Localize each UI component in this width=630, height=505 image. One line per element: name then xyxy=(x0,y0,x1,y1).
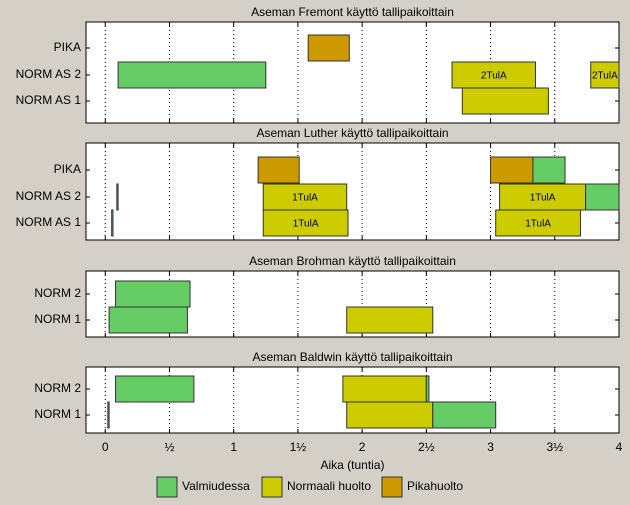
gantt-bar-label: 2TulA xyxy=(592,71,618,82)
row-label: NORM 1 xyxy=(34,407,81,421)
legend-item: Valmiudessa xyxy=(156,476,250,498)
row-label: NORM 1 xyxy=(34,312,81,326)
gantt-bar xyxy=(117,61,267,89)
gantt-bar xyxy=(257,156,300,184)
gantt-bar xyxy=(499,183,587,211)
row-label: PIKA xyxy=(54,162,81,176)
legend-swatch xyxy=(261,476,283,498)
gantt-bar xyxy=(342,375,427,403)
x-tick-label: 1 xyxy=(230,440,237,454)
gantt-bar xyxy=(115,375,195,403)
gantt-bar xyxy=(116,183,119,211)
gantt-bar-label: 1TulA xyxy=(293,219,319,230)
row-label: NORM 2 xyxy=(34,381,81,395)
legend-label: Normaali huolto xyxy=(287,479,371,493)
panel-2: Aseman Luther käyttö tallipaikoittain PIK… xyxy=(16,126,620,241)
gantt-bar xyxy=(346,401,434,429)
legend-swatch xyxy=(156,476,178,498)
gantt-bar xyxy=(585,183,620,211)
panel-title: Aseman Luther käyttö tallipaikoittain xyxy=(256,126,448,140)
gantt-bar-label: 1TulA xyxy=(530,193,556,204)
row-label: NORM AS 1 xyxy=(16,93,82,107)
panel-title: Aseman Baldwin käyttö tallipaikoittain xyxy=(252,350,452,364)
gantt-bar xyxy=(590,61,620,89)
x-tick-label: 3½ xyxy=(546,440,563,454)
gantt-bar xyxy=(425,375,430,403)
legend-item: Normaali huolto xyxy=(261,476,371,498)
legend-swatch xyxy=(381,476,403,498)
x-tick-label: ½ xyxy=(164,440,174,454)
x-tick-label: 2½ xyxy=(418,440,435,454)
x-tick-label: 0 xyxy=(102,440,109,454)
panel-1: Aseman Fremont käyttö tallipaikoittain PI… xyxy=(16,5,620,124)
gantt-bar xyxy=(490,156,534,184)
gantt-bar xyxy=(107,401,110,429)
gantt-bar-label: 1TulA xyxy=(525,219,551,230)
gantt-bar xyxy=(111,209,114,237)
row-label: NORM 2 xyxy=(34,286,81,300)
gantt-bar-label: 2TulA xyxy=(481,71,507,82)
x-tick-label: 4 xyxy=(616,440,623,454)
panel-title: Aseman Fremont käyttö tallipaikoittain xyxy=(251,5,454,19)
gantt-bar xyxy=(495,209,581,237)
row-label: NORM AS 1 xyxy=(16,215,82,229)
gantt-bar xyxy=(108,306,188,334)
legend-label: Pikahuolto xyxy=(407,479,463,493)
row-label: NORM AS 2 xyxy=(16,189,82,203)
gantt-bar xyxy=(346,306,434,334)
panel-4: Aseman Baldwin käyttö tallipaikoittain NO… xyxy=(34,350,620,434)
row-label: PIKA xyxy=(54,40,81,54)
gantt-bar xyxy=(262,209,349,237)
legend-label: Valmiudessa xyxy=(182,479,250,493)
x-tick-label: 3 xyxy=(487,440,494,454)
gantt-bar xyxy=(307,34,350,62)
gantt-bar xyxy=(461,87,549,115)
gantt-bar xyxy=(262,183,348,211)
panel-3: Aseman Brohman käyttö tallipaikoittain NO… xyxy=(34,254,620,338)
x-tick-label: 1½ xyxy=(290,440,307,454)
row-label: NORM AS 2 xyxy=(16,67,82,81)
panel-title: Aseman Brohman käyttö tallipaikoittain xyxy=(249,254,456,268)
gantt-bar-label: 1TulA xyxy=(292,193,318,204)
x-axis-label: Aika (tuntia) xyxy=(320,458,384,472)
gantt-bar xyxy=(532,156,566,184)
x-tick-label: 2 xyxy=(359,440,366,454)
legend-item: Pikahuolto xyxy=(381,476,463,498)
gantt-bar xyxy=(432,401,497,429)
gantt-bar xyxy=(115,280,191,308)
